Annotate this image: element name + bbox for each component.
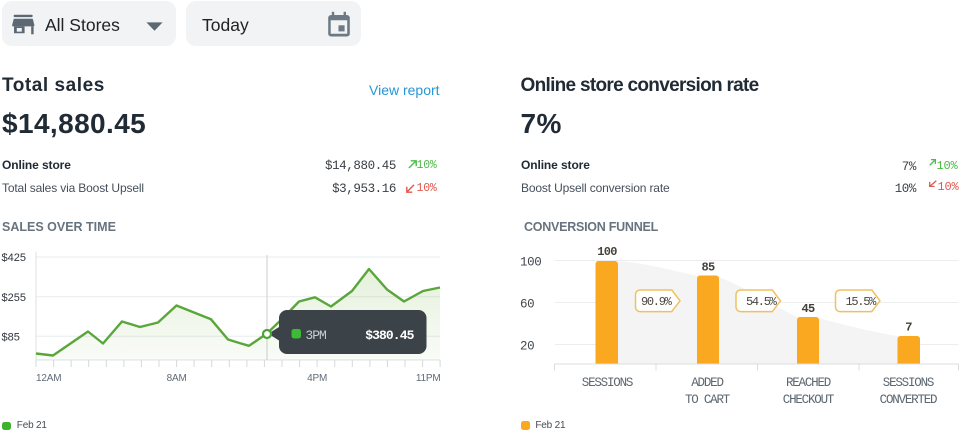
svg-text:CONVERTED: CONVERTED bbox=[880, 393, 937, 407]
svg-text:15.5%: 15.5% bbox=[846, 295, 878, 309]
svg-text:90.9%: 90.9% bbox=[641, 295, 673, 309]
svg-text:$425: $425 bbox=[2, 252, 26, 264]
svg-text:ADDED: ADDED bbox=[691, 376, 723, 390]
svg-text:$85: $85 bbox=[2, 331, 20, 343]
svg-text:7: 7 bbox=[905, 321, 912, 335]
svg-text:11PM: 11PM bbox=[416, 373, 441, 384]
svg-text:54.5%: 54.5% bbox=[746, 295, 778, 309]
svg-text:$255: $255 bbox=[2, 292, 26, 304]
svg-text:12AM: 12AM bbox=[36, 373, 61, 384]
svg-text:SESSIONS: SESSIONS bbox=[883, 376, 934, 390]
svg-text:4PM: 4PM bbox=[307, 373, 327, 384]
svg-text:100: 100 bbox=[520, 256, 541, 270]
svg-text:TO CART: TO CART bbox=[685, 393, 731, 407]
svg-text:85: 85 bbox=[701, 261, 715, 275]
svg-text:SESSIONS: SESSIONS bbox=[582, 376, 633, 390]
svg-text:20: 20 bbox=[520, 340, 534, 354]
svg-text:100: 100 bbox=[597, 245, 617, 259]
svg-text:$380.45: $380.45 bbox=[365, 328, 414, 343]
svg-text:CHECKOUT: CHECKOUT bbox=[783, 393, 835, 407]
svg-text:45: 45 bbox=[801, 302, 815, 316]
svg-text:8AM: 8AM bbox=[167, 373, 187, 384]
svg-text:REACHED: REACHED bbox=[786, 376, 831, 390]
svg-text:3PM: 3PM bbox=[305, 328, 326, 343]
svg-text:60: 60 bbox=[520, 298, 534, 312]
